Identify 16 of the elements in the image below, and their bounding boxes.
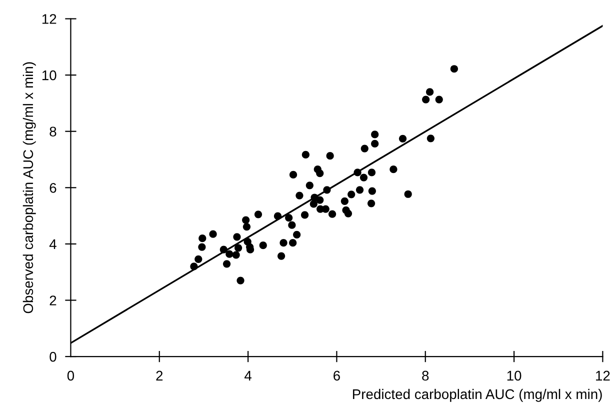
y-tick-label: 10: [42, 70, 56, 80]
x-tick-label: 10: [507, 370, 522, 381]
y-axis-title: Observed carboplatin AUC (mg/ml x min): [22, 62, 36, 314]
y-tick-label: 6: [50, 182, 56, 193]
x-tick-label: 2: [156, 370, 163, 380]
x-tick-label: 4: [244, 370, 252, 380]
y-tick-label: 12: [42, 14, 56, 24]
y-tick-label: 8: [50, 126, 56, 137]
y-tick-label: 4: [49, 239, 56, 249]
x-axis-title: Predicted carboplatin AUC (mg/ml x min): [352, 388, 602, 402]
x-tick-label: 0: [67, 370, 74, 381]
x-tick-label: 12: [596, 370, 610, 380]
x-tick-label: 8: [422, 370, 429, 381]
y-tick-label: 2: [50, 296, 56, 306]
x-tick-label: 6: [334, 370, 340, 381]
y-tick-label: 0: [50, 352, 56, 362]
